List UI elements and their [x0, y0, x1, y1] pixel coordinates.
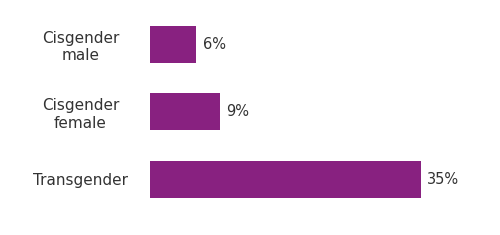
Bar — [150, 161, 421, 198]
Bar — [150, 93, 220, 130]
Text: 6%: 6% — [202, 37, 226, 52]
Text: 35%: 35% — [427, 172, 459, 187]
Text: 9%: 9% — [226, 104, 249, 119]
Bar — [150, 26, 196, 63]
